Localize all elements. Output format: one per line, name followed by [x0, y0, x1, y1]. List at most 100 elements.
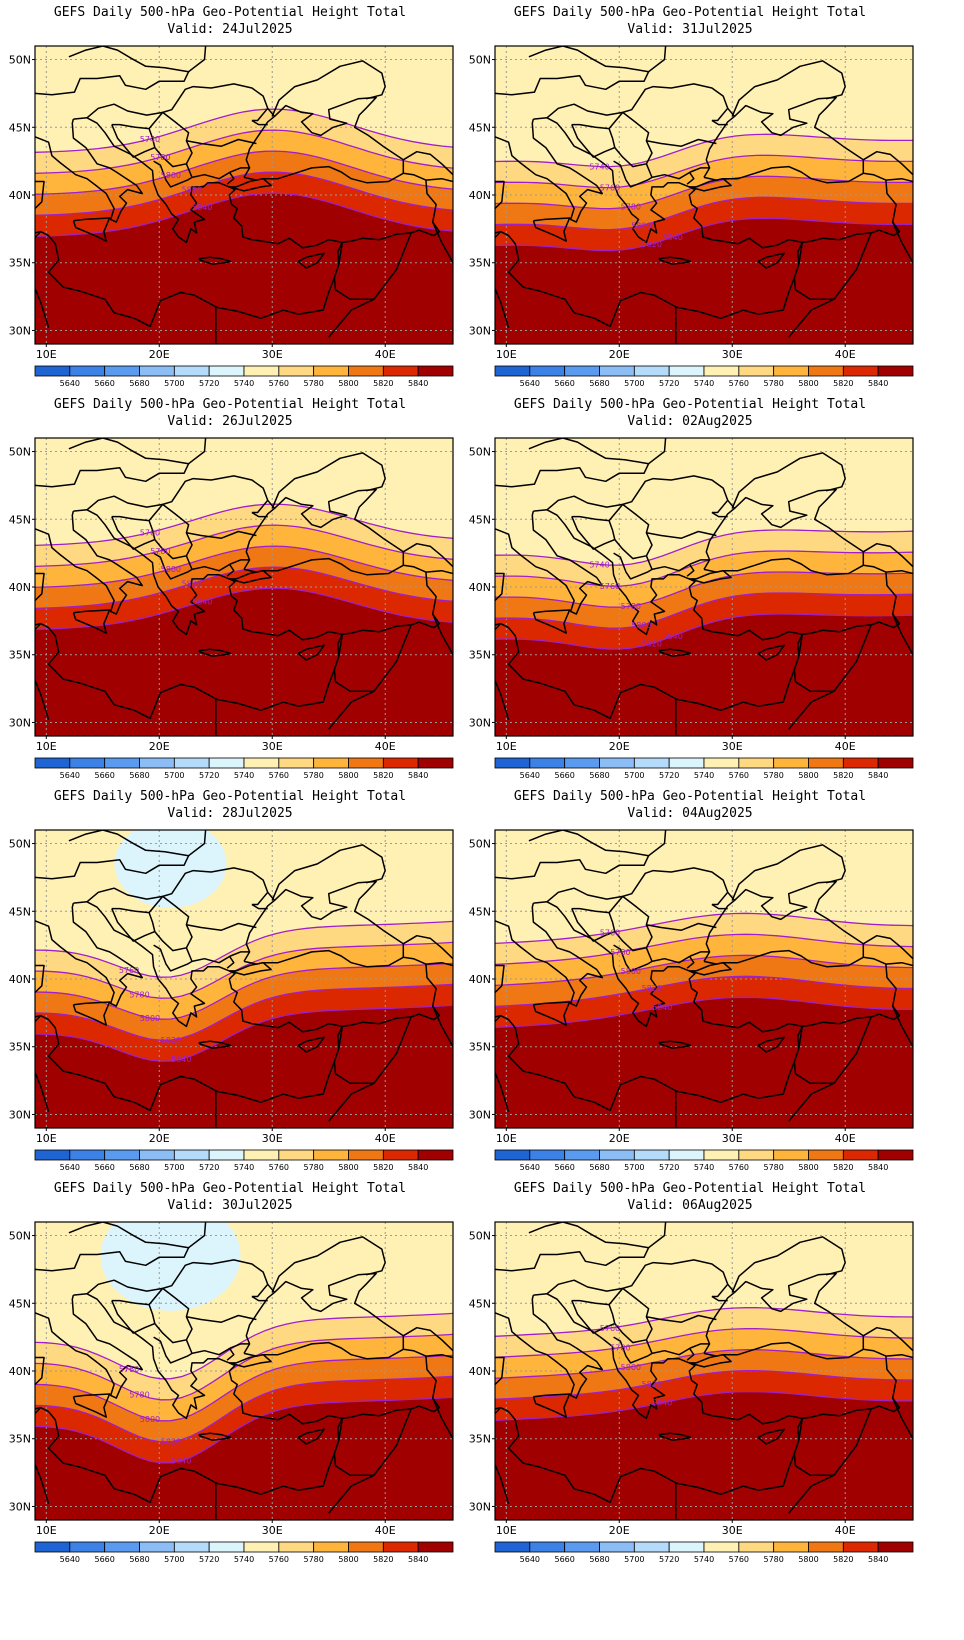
colorbar-swatch: [668, 757, 705, 769]
colorbar-swatch: [773, 1541, 809, 1553]
coastline: [798, 634, 804, 657]
contour-label: 5760: [600, 184, 620, 193]
colorbar-swatch: [139, 1541, 175, 1553]
height-band: [495, 1391, 913, 1520]
colorbar-swatch: [877, 1149, 914, 1161]
coastline: [793, 624, 872, 693]
colorbar-swatch: [633, 1149, 670, 1161]
coastline: [402, 150, 453, 176]
coastline: [35, 572, 45, 602]
lon-tick-label: 40E: [835, 348, 856, 361]
coastline: [757, 1428, 785, 1445]
colorbar-swatch: [494, 1149, 531, 1161]
coastline: [608, 1287, 653, 1344]
colorbar-swatch: [703, 1541, 740, 1553]
lon-tick-label: 20E: [609, 740, 630, 753]
lon-tick-label: 10E: [496, 740, 517, 753]
lat-tick-label: 50N: [9, 838, 31, 851]
coastline: [495, 118, 604, 223]
map-panel: GEFS Daily 500-hPa Geo-Potential Height …: [0, 784, 460, 1194]
colorbar-label: 5800: [338, 771, 358, 780]
colorbar-label: 5800: [798, 379, 818, 388]
coastline: [425, 569, 453, 575]
coastline: [153, 552, 193, 580]
coastline: [226, 171, 235, 185]
colorbar-swatch: [278, 365, 315, 377]
coastline: [802, 172, 901, 244]
contour-line: [35, 150, 453, 195]
colorbar-label: 5740: [234, 1163, 254, 1172]
contour-label: 5760: [140, 528, 160, 537]
coastline: [571, 907, 616, 942]
coastline: [342, 564, 441, 636]
colorbar-swatch: [417, 1149, 454, 1161]
coastline: [186, 1314, 257, 1323]
colorbar-swatch: [382, 757, 419, 769]
coastline: [798, 1026, 804, 1049]
contour-line: [35, 1312, 453, 1380]
coastline: [68, 438, 207, 465]
coastline: [892, 1005, 913, 1048]
coastline: [798, 242, 804, 265]
coastline: [425, 961, 453, 967]
coastline: [658, 1432, 692, 1441]
coastline: [532, 1393, 571, 1418]
colorbar-label: 5680: [129, 771, 149, 780]
colorbar-swatch: [243, 1541, 280, 1553]
contour-line: [35, 1375, 453, 1443]
colorbar-label: 5660: [554, 1163, 574, 1172]
lon-tick-label: 10E: [36, 348, 57, 361]
colorbar-label: 5780: [303, 771, 323, 780]
coastline: [495, 623, 510, 720]
colorbar-swatch: [34, 365, 71, 377]
colorbar-label: 5660: [554, 771, 574, 780]
lat-tick-label: 35N: [9, 1433, 31, 1446]
coastline: [689, 1353, 732, 1368]
coastline: [271, 60, 386, 117]
lat-tick-label: 40N: [9, 1365, 31, 1378]
colorbar-swatch: [842, 1541, 879, 1553]
coastline: [608, 503, 653, 560]
colorbar-label: 5740: [694, 1163, 714, 1172]
lon-tick-label: 20E: [149, 1524, 170, 1537]
colorbar-swatch: [842, 1149, 879, 1161]
colorbar-label: 5660: [94, 1555, 114, 1564]
coastline: [757, 1036, 785, 1053]
colorbar-label: 5780: [763, 771, 783, 780]
colorbar-label: 5640: [520, 1555, 540, 1564]
coastline: [495, 231, 510, 328]
coastline: [613, 1336, 653, 1364]
coastline: [711, 511, 728, 518]
map-panel: GEFS Daily 500-hPa Geo-Potential Height …: [460, 0, 920, 410]
colorbar-label: 5840: [868, 771, 888, 780]
coastline: [111, 123, 156, 158]
colorbar-swatch: [738, 365, 775, 377]
colorbar-label: 5840: [868, 1555, 888, 1564]
colorbar-swatch: [599, 365, 635, 377]
lon-tick-label: 20E: [609, 1524, 630, 1537]
contour-label: 5780: [150, 153, 170, 162]
coastline: [402, 934, 453, 960]
coastline: [495, 180, 505, 210]
lon-tick-label: 30E: [722, 1132, 743, 1145]
coastline: [425, 177, 453, 183]
coastline: [689, 177, 732, 192]
contour-line: [35, 941, 453, 999]
colorbar-label: 5680: [129, 379, 149, 388]
coastline: [892, 221, 913, 264]
coastline: [802, 564, 901, 636]
lon-tick-label: 40E: [835, 1524, 856, 1537]
colorbar-swatch: [599, 1541, 635, 1553]
coastline: [35, 118, 144, 223]
colorbar-label: 5700: [164, 1555, 184, 1564]
colorbar: 5640 5660 5680 5700 5720 5740 5760 5780 5800 5820…: [494, 1149, 914, 1172]
colorbar-label: 5740: [694, 1555, 714, 1564]
colorbar-label: 5800: [338, 1555, 358, 1564]
lon-tick-label: 40E: [375, 1132, 396, 1145]
coastline: [342, 1348, 441, 1420]
panel-valid-date: Valid: 02Aug2025: [627, 414, 753, 429]
contour-label: 5780: [150, 547, 170, 556]
coastline: [495, 117, 804, 328]
